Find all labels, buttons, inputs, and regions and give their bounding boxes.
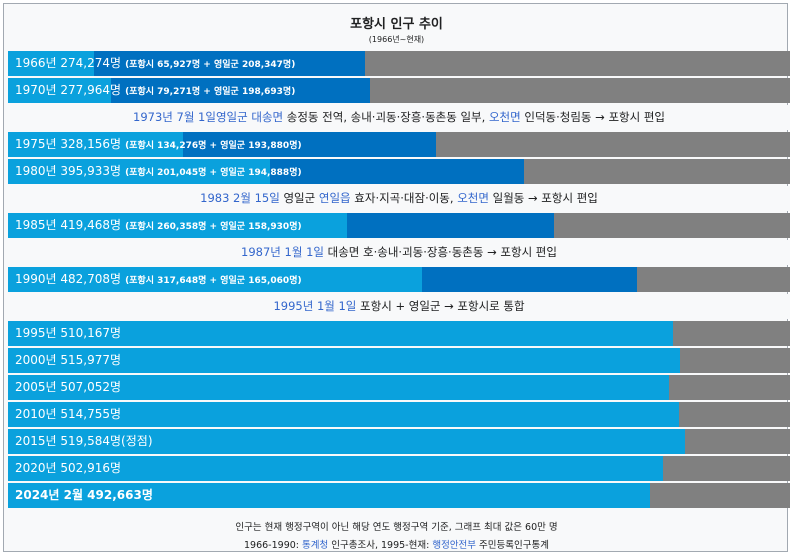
source-text: 1966-1990: [244, 540, 303, 551]
bar-row: 1985년 419,468명 (포항시 260,358명 + 영일군 158,93… [8, 213, 790, 238]
bar-segment-total [8, 321, 673, 346]
bar-label-detail: (포항시 201,045명 + 영일군 194,888명) [125, 168, 302, 178]
bar-label: 1966년 274,274명 (포항시 65,927명 + 영일군 208,347… [15, 51, 295, 76]
event-text: 인덕동·청림동 → 포항시 편입 [520, 110, 665, 124]
bar-segment-pohang [8, 51, 94, 76]
bar-label-main: 1975년 328,156명 [15, 137, 122, 151]
bar-label: 2010년 514,755명 [15, 402, 121, 427]
bar-row: 1970년 277,964명 (포항시 79,271명 + 영일군 198,693… [8, 78, 790, 103]
footnote: 인구는 현재 행정구역이 아닌 해당 연도 행정구역 기준, 그래프 최대 값은… [235, 522, 558, 533]
bar-segment-yeongil [347, 213, 555, 238]
source-link[interactable]: 통계청 [302, 540, 329, 551]
bar-segment-total [8, 375, 669, 400]
event-text: 일월동 → 포항시 편입 [488, 191, 598, 205]
bar-label-main: 2020년 502,916명 [15, 461, 122, 475]
chart-frame: 포항시 인구 추이 (1966년~현재) 1966년 274,274명 (포항시 … [3, 3, 790, 552]
event-row: 1987년 1월 1일 대송면 호·송내·괴동·장흥·동촌동 → 포항시 편입 [8, 240, 790, 265]
source-line: 1966-1990: 통계청 인구총조사, 1995-현재: 행정안전부 주민등… [4, 537, 789, 551]
event-text: 영일군 [279, 191, 319, 205]
bar-label: 2005년 507,052명 [15, 375, 121, 400]
bar-row: 1980년 395,933명 (포항시 201,045명 + 영일군 194,88… [8, 159, 790, 184]
event-place-link[interactable]: 연일읍 [318, 191, 351, 205]
bar-label-main: 2000년 515,977명 [15, 353, 122, 367]
bar-label-main: 1985년 419,468명 [15, 218, 122, 232]
bar-segment-total [8, 483, 651, 508]
bar-segment-pohang [8, 159, 271, 184]
source-text: 주민등록인구통계 [476, 540, 549, 551]
bar-label: 1995년 510,167명 [15, 321, 121, 346]
event-text: 송정동 전역, 송내·괴동·장흥·동촌동 일부, [283, 110, 489, 124]
bar-label: 1970년 277,964명 (포항시 79,271명 + 영일군 198,693… [15, 78, 295, 103]
event-row: 1973년 7월 1일영일군 대송면 송정동 전역, 송내·괴동·장흥·동촌동 … [8, 105, 790, 130]
bar-label: 2024년 2월 492,663명 [15, 483, 153, 508]
event-row: 1995년 1월 1일 포항시 + 영일군 → 포항시로 통합 [8, 294, 790, 319]
bar-segment-yeongil [422, 267, 638, 292]
bar-row: 1990년 482,708명 (포항시 317,648명 + 영일군 165,06… [8, 267, 790, 292]
event-place-link[interactable]: 오천면 [488, 110, 521, 124]
bar-row: 1975년 328,156명 (포항시 134,276명 + 영일군 193,88… [8, 132, 790, 157]
bar-segment-yeongil [111, 78, 371, 103]
bar-segment-pohang [8, 267, 422, 292]
bar-label: 1990년 482,708명 (포항시 317,648명 + 영일군 165,06… [15, 267, 302, 292]
event-date-link[interactable]: 1987년 1월 1일 [241, 245, 324, 259]
bar-label-detail: (포항시 260,358명 + 영일군 158,930명) [125, 222, 302, 232]
bar-label: 2015년 519,584명(정점) [15, 429, 153, 454]
event-place-link[interactable]: 대송면 [251, 110, 284, 124]
chart-title: 포항시 인구 추이 [350, 17, 443, 32]
bar-row: 2005년 507,052명 [8, 375, 790, 400]
bar-label-main: 1970년 277,964명 [15, 83, 122, 97]
bar-label-main: 1995년 510,167명 [15, 326, 122, 340]
bar-row: 2020년 502,916명 [8, 456, 790, 481]
event-date-link[interactable]: 1973년 7월 1일 [133, 110, 216, 124]
bar-row: 2015년 519,584명(정점) [8, 429, 790, 454]
chart-subtitle: (1966년~현재) [368, 35, 425, 44]
source-link[interactable]: 행정안전부 [432, 540, 477, 551]
bar-label-detail: (포항시 65,927명 + 영일군 208,347명) [125, 60, 296, 70]
bar-segment-yeongil [183, 132, 436, 157]
bar-segment-yeongil [270, 159, 525, 184]
bar-row: 2024년 2월 492,663명 [8, 483, 790, 508]
bar-label-main: 2005년 507,052명 [15, 380, 122, 394]
event-place-link[interactable]: 영일군 [215, 110, 248, 124]
bar-label-detail: (포항시 79,271명 + 영일군 198,693명) [125, 87, 296, 97]
event-text: 효자·지곡·대잠·이동, [350, 191, 458, 205]
bar-segment-total [8, 348, 681, 373]
event-date-link[interactable]: 1983 2월 15일 [200, 191, 280, 205]
bar-row: 1995년 510,167명 [8, 321, 790, 346]
event-date-link[interactable]: 1995년 1월 1일 [273, 299, 357, 313]
event-text: 포항시 + 영일군 → 포항시로 통합 [356, 299, 525, 313]
bar-segment-pohang [8, 78, 112, 103]
bar-label: 2000년 515,977명 [15, 348, 121, 373]
bar-label-main: 2024년 2월 492,663명 [15, 488, 153, 502]
bar-segment-total [8, 402, 679, 427]
bar-segment-pohang [8, 213, 348, 238]
bar-label-detail: (포항시 317,648명 + 영일군 165,060명) [125, 276, 302, 286]
bar-label: 2020년 502,916명 [15, 456, 121, 481]
bar-segment-total [8, 429, 686, 454]
bar-row: 1966년 274,274명 (포항시 65,927명 + 영일군 208,347… [8, 51, 790, 76]
bar-label-main: 2015년 519,584명(정점) [15, 434, 153, 448]
event-text: 대송면 호·송내·괴동·장흥·동촌동 → 포항시 편입 [323, 245, 557, 259]
bar-label-main: 1966년 274,274명 [15, 56, 122, 70]
bar-label-detail: (포항시 134,276명 + 영일군 193,880명) [125, 141, 302, 151]
bar-segment-pohang [8, 132, 183, 157]
event-row: 1983 2월 15일 영일군 연일읍 효자·지곡·대잠·이동, 오천면 일월동… [8, 186, 790, 211]
bar-label: 1985년 419,468명 (포항시 260,358명 + 영일군 158,93… [15, 213, 302, 238]
source-text: 인구총조사, 1995-현재: [328, 540, 433, 551]
bar-label-main: 2010년 514,755명 [15, 407, 122, 421]
bar-label-main: 1980년 395,933명 [15, 164, 122, 178]
event-place-link[interactable]: 오천면 [457, 191, 489, 205]
bar-label: 1980년 395,933명 (포항시 201,045명 + 영일군 194,88… [15, 159, 302, 184]
bar-segment-yeongil [93, 51, 366, 76]
bar-row: 2000년 515,977명 [8, 348, 790, 373]
bar-row: 2010년 514,755명 [8, 402, 790, 427]
bar-label: 1975년 328,156명 (포항시 134,276명 + 영일군 193,88… [15, 132, 302, 157]
bar-segment-total [8, 456, 664, 481]
bar-label-main: 1990년 482,708명 [15, 272, 122, 286]
